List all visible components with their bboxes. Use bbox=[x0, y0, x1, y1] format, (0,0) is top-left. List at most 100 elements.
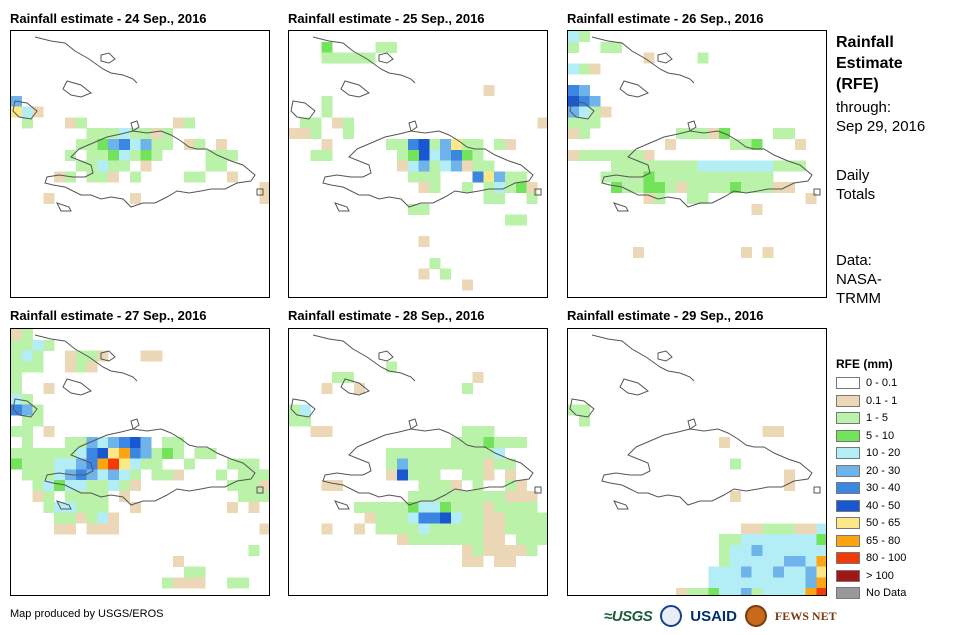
rainfall-cell bbox=[108, 171, 120, 183]
coastline bbox=[322, 428, 534, 506]
rainfall-cell bbox=[578, 117, 590, 129]
rainfall-cell bbox=[762, 534, 774, 546]
panel-title-sep26: Rainfall estimate - 26 Sep., 2016 bbox=[567, 11, 764, 26]
rainfall-cell bbox=[162, 577, 174, 589]
rainfall-cell bbox=[440, 534, 452, 546]
legend-swatch bbox=[836, 569, 860, 582]
rainfall-cell bbox=[686, 193, 698, 204]
rainfall-cell bbox=[97, 149, 109, 161]
rainfall-cell bbox=[65, 350, 76, 362]
rainfall-cell bbox=[762, 545, 774, 556]
rainfall-cell bbox=[364, 501, 376, 513]
coastline bbox=[601, 428, 813, 506]
rainfall-cell bbox=[11, 426, 22, 438]
fews-net-icon bbox=[744, 605, 767, 627]
rainfall-cell bbox=[353, 501, 365, 513]
rainfall-cell bbox=[440, 268, 452, 280]
panel-title-sep29: Rainfall estimate - 29 Sep., 2016 bbox=[567, 308, 764, 323]
rainfall-cell bbox=[86, 447, 98, 459]
rainfall-cell bbox=[397, 523, 408, 535]
rainfall-cell bbox=[140, 350, 152, 362]
coastline bbox=[62, 378, 92, 396]
rainfall-cell bbox=[730, 588, 741, 595]
rainfall-cell bbox=[129, 437, 141, 448]
rainfall-cell bbox=[86, 480, 98, 492]
coastline bbox=[334, 500, 350, 510]
rainfall-cell bbox=[751, 534, 763, 546]
rainfall-cell bbox=[632, 182, 644, 194]
rainfall-cell bbox=[237, 458, 249, 470]
rainfall-cell bbox=[21, 415, 33, 427]
rainfall-cell bbox=[451, 139, 462, 150]
data-source-line1: Data: bbox=[836, 252, 872, 269]
rainfall-cell bbox=[43, 480, 55, 492]
rainfall-map-sep28 bbox=[289, 334, 547, 567]
map-panel-sep27 bbox=[10, 328, 270, 596]
rainfall-cell bbox=[719, 566, 731, 578]
rainfall-cell bbox=[472, 437, 484, 448]
rainfall-cell bbox=[483, 501, 495, 513]
rainfall-cell bbox=[461, 139, 473, 150]
rainfall-cell bbox=[665, 171, 677, 183]
rainfall-cell bbox=[321, 383, 333, 394]
rainfall-cell bbox=[600, 41, 612, 53]
rainfall-cell bbox=[140, 437, 152, 448]
coastline bbox=[130, 120, 140, 132]
rainfall-cell bbox=[730, 577, 741, 589]
rainfall-cell bbox=[11, 361, 22, 373]
rainfall-cell bbox=[622, 182, 633, 194]
rainfall-cell bbox=[676, 128, 687, 140]
rainfall-cell bbox=[97, 523, 109, 535]
coastline bbox=[619, 378, 649, 396]
rainfall-cell bbox=[740, 566, 752, 578]
rainfall-cell bbox=[21, 469, 33, 481]
rainfall-cell bbox=[86, 149, 98, 161]
rainfall-cell bbox=[21, 404, 33, 416]
rainfall-cell bbox=[151, 447, 163, 459]
rainfall-cell bbox=[719, 534, 731, 546]
rainfall-cell bbox=[259, 182, 269, 194]
legend-label: 50 - 65 bbox=[866, 517, 901, 529]
rainfall-cell bbox=[248, 491, 260, 502]
rainfall-cell bbox=[65, 117, 76, 129]
rainfall-cell bbox=[216, 160, 228, 172]
rainfall-cell bbox=[65, 361, 76, 373]
through-label: through: bbox=[836, 99, 892, 116]
coastline bbox=[256, 188, 264, 196]
rainfall-cell bbox=[248, 480, 260, 492]
rainfall-cell bbox=[578, 128, 590, 140]
rainfall-cell bbox=[129, 447, 141, 459]
rainfall-cell bbox=[784, 577, 795, 589]
rainfall-cell bbox=[461, 437, 473, 448]
rainfall-cell bbox=[11, 447, 22, 459]
rainfall-cell bbox=[494, 512, 506, 524]
rainfall-map-sep24 bbox=[11, 36, 269, 212]
rainfall-cell bbox=[32, 404, 44, 416]
rainfall-map-sep25 bbox=[289, 36, 547, 291]
rainfall-cell bbox=[451, 501, 462, 513]
rainfall-cell bbox=[108, 437, 120, 448]
legend-label: 40 - 50 bbox=[866, 499, 901, 512]
rainfall-cell bbox=[194, 171, 206, 183]
rainfall-cell bbox=[632, 247, 644, 258]
rainfall-cell bbox=[515, 523, 527, 535]
rainfall-cell bbox=[494, 523, 506, 535]
rainfall-cell bbox=[418, 268, 430, 280]
legend-swatch bbox=[836, 552, 860, 564]
rainfall-cell bbox=[397, 149, 408, 161]
rainfall-cell bbox=[505, 214, 516, 226]
rainfall-cell bbox=[578, 85, 590, 96]
rainfall-cell bbox=[151, 149, 163, 161]
rainfall-cell bbox=[494, 545, 506, 556]
rainfall-cell bbox=[708, 588, 720, 595]
rainfall-cell bbox=[719, 437, 731, 448]
rainfall-cell bbox=[665, 139, 677, 150]
map-panel-sep26 bbox=[567, 30, 827, 298]
rainfall-cell bbox=[773, 566, 785, 578]
rainfall-cell bbox=[578, 106, 590, 118]
rainfall-cell bbox=[526, 501, 538, 513]
rainfall-cell bbox=[299, 128, 311, 140]
rainfall-cell bbox=[472, 139, 484, 150]
agency-logos: ≈USGS USAID FEWS NET bbox=[604, 602, 837, 630]
rainfall-cell bbox=[505, 555, 516, 567]
